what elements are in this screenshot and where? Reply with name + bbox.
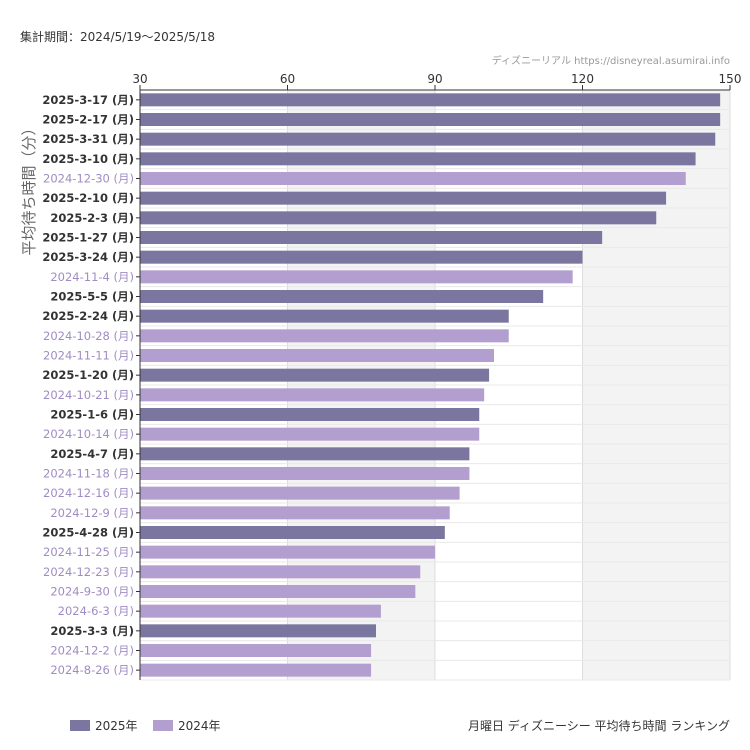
y-category-label: 2024-12-9 (月) bbox=[50, 506, 134, 520]
bar bbox=[140, 545, 435, 559]
y-category-label: 2024-11-18 (月) bbox=[43, 467, 134, 481]
y-category-label: 2025-2-17 (月) bbox=[42, 113, 134, 127]
y-category-label: 2024-12-2 (月) bbox=[50, 644, 134, 658]
y-category-label: 2024-9-30 (月) bbox=[50, 585, 134, 599]
y-category-label: 2024-11-4 (月) bbox=[50, 270, 134, 284]
y-category-label: 2024-11-25 (月) bbox=[43, 545, 134, 559]
x-tick-label: 60 bbox=[280, 72, 295, 86]
bar bbox=[140, 427, 480, 441]
y-category-label: 2024-10-14 (月) bbox=[43, 427, 134, 441]
bar bbox=[140, 270, 573, 284]
bar bbox=[140, 408, 480, 421]
chart-caption: 月曜日 ディズニーシー 平均待ち時間 ランキング bbox=[468, 718, 730, 733]
y-category-label: 2025-3-17 (月) bbox=[42, 93, 134, 107]
y-category-label: 2024-12-23 (月) bbox=[43, 565, 134, 579]
bar bbox=[140, 211, 657, 225]
bar bbox=[140, 309, 509, 323]
y-category-label: 2025-4-28 (月) bbox=[42, 526, 134, 540]
bar bbox=[140, 152, 696, 166]
bar bbox=[140, 585, 416, 598]
y-category-label: 2025-1-27 (月) bbox=[42, 231, 134, 245]
y-category-label: 2025-3-24 (月) bbox=[42, 250, 134, 264]
bar bbox=[140, 663, 372, 677]
bar bbox=[140, 565, 421, 579]
bar bbox=[140, 172, 686, 185]
y-category-label: 2024-11-11 (月) bbox=[43, 349, 134, 363]
bars bbox=[140, 93, 721, 677]
y-category-label: 2025-3-10 (月) bbox=[42, 152, 134, 166]
y-category-labels: 2025-3-17 (月) 2025-2-17 (月) 2025-3-31 (月) 2… bbox=[42, 93, 134, 677]
bar bbox=[140, 644, 372, 657]
legend-swatch bbox=[70, 720, 90, 731]
bar bbox=[140, 526, 445, 539]
legend-label: 2025年 bbox=[95, 719, 138, 733]
legend-label: 2024年 bbox=[178, 719, 221, 733]
x-tick-label: 90 bbox=[427, 72, 442, 86]
y-category-label: 2024-12-16 (月) bbox=[43, 486, 134, 500]
legend-swatch bbox=[153, 720, 173, 731]
bar bbox=[140, 250, 583, 264]
bar bbox=[140, 447, 470, 461]
bar bbox=[140, 191, 667, 205]
bar bbox=[140, 231, 603, 244]
bar bbox=[140, 113, 721, 126]
bar bbox=[140, 486, 460, 500]
x-tick-label: 150 bbox=[719, 72, 742, 86]
y-category-label: 2025-2-10 (月) bbox=[42, 191, 134, 205]
bar bbox=[140, 467, 470, 480]
x-tick-labels: 30 60 90 120 150 bbox=[132, 72, 741, 86]
y-category-label: 2024-12-30 (月) bbox=[43, 172, 134, 186]
legend: 2025年 2024年 bbox=[70, 719, 221, 733]
y-category-label: 2024-8-26 (月) bbox=[50, 663, 134, 677]
y-category-label: 2025-2-3 (月) bbox=[50, 211, 134, 225]
y-category-label: 2025-4-7 (月) bbox=[50, 447, 134, 461]
axes bbox=[136, 85, 731, 680]
y-category-label: 2025-5-5 (月) bbox=[50, 290, 134, 304]
credit-label: ディズニーリアル https://disneyreal.asumirai.inf… bbox=[492, 54, 730, 67]
x-tick-label: 30 bbox=[132, 72, 147, 86]
y-category-label: 2025-1-20 (月) bbox=[42, 368, 134, 382]
y-category-label: 2025-3-3 (月) bbox=[50, 624, 134, 638]
bar bbox=[140, 604, 381, 618]
period-label: 集計期間：2024/5/19〜2025/5/18 bbox=[20, 29, 215, 44]
bar bbox=[140, 290, 544, 303]
y-category-label: 2024-6-3 (月) bbox=[58, 604, 134, 618]
bar bbox=[140, 93, 721, 107]
y-category-label: 2025-3-31 (月) bbox=[42, 132, 134, 146]
bar bbox=[140, 388, 485, 402]
bar bbox=[140, 349, 494, 362]
bar bbox=[140, 624, 376, 638]
y-category-label: 2025-1-6 (月) bbox=[50, 408, 134, 422]
bar bbox=[140, 368, 490, 382]
y-category-label: 2024-10-28 (月) bbox=[43, 329, 134, 343]
y-category-label: 2025-2-24 (月) bbox=[42, 309, 134, 323]
bar bbox=[140, 329, 509, 343]
bar bbox=[140, 132, 716, 146]
bar bbox=[140, 506, 450, 520]
y-axis-label: 平均待ち時間（分） bbox=[20, 120, 38, 255]
x-tick-label: 120 bbox=[571, 72, 594, 86]
y-category-label: 2024-10-21 (月) bbox=[43, 388, 134, 402]
